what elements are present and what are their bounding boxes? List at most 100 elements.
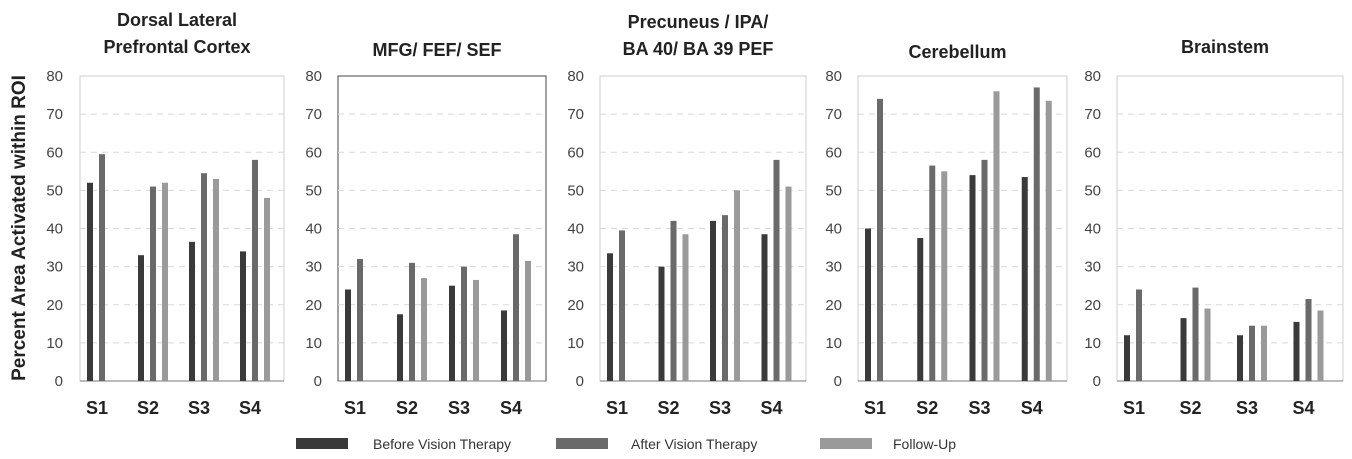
y-tick-label: 70 bbox=[46, 106, 63, 123]
bar-followup bbox=[1261, 325, 1267, 381]
y-tick-label: 20 bbox=[567, 297, 584, 314]
y-tick-label: 20 bbox=[46, 297, 63, 314]
x-category-label: S4 bbox=[760, 398, 782, 418]
y-tick-label: 60 bbox=[825, 144, 842, 161]
bar-followup bbox=[473, 279, 479, 381]
y-tick-label: 50 bbox=[305, 182, 322, 199]
y-tick-label: 10 bbox=[825, 335, 842, 352]
legend-swatch bbox=[820, 438, 872, 449]
y-tick-label: 10 bbox=[1084, 335, 1101, 352]
bar-followup bbox=[941, 171, 948, 381]
bar-followup bbox=[1204, 308, 1211, 381]
bar-after bbox=[357, 259, 363, 381]
bar-after bbox=[773, 159, 780, 381]
y-tick-label: 70 bbox=[1084, 106, 1101, 123]
bar-followup bbox=[1045, 100, 1052, 381]
y-tick-label: 0 bbox=[576, 373, 584, 390]
bar-followup bbox=[525, 260, 531, 381]
x-category-label: S1 bbox=[1123, 398, 1145, 418]
y-tick-label: 20 bbox=[305, 297, 322, 314]
bar-before bbox=[658, 266, 665, 381]
chart-panel: 0 10 20 30 40 50 60 70 80 MFG/ FEF/ SEF S1 S2 S3 S4 bbox=[305, 40, 547, 418]
y-tick-label: 60 bbox=[305, 144, 322, 161]
y-tick-label: 10 bbox=[567, 335, 584, 352]
bar-followup bbox=[264, 198, 270, 381]
bar-before bbox=[138, 255, 144, 381]
y-tick-label: 40 bbox=[1084, 221, 1101, 238]
bar-followup bbox=[682, 234, 689, 381]
y-tick-label: 40 bbox=[825, 221, 842, 238]
legend-swatch bbox=[296, 438, 348, 449]
bar-after bbox=[461, 266, 467, 381]
bar-after bbox=[619, 230, 625, 381]
bar-followup bbox=[734, 190, 740, 381]
y-tick-label: 50 bbox=[46, 182, 63, 199]
bar-followup bbox=[162, 182, 168, 381]
y-tick-label: 30 bbox=[567, 259, 584, 276]
bar-before bbox=[917, 238, 924, 381]
bar-before bbox=[449, 285, 455, 381]
chart-panels: 0 10 20 30 40 50 60 70 80 Dorsal Lateral Prefronta… bbox=[46, 10, 1344, 418]
y-tick-label: 80 bbox=[305, 68, 322, 85]
panel-title: Precuneus / IPA/ bbox=[628, 12, 769, 32]
bar-after bbox=[1249, 325, 1255, 381]
x-category-label: S3 bbox=[709, 398, 731, 418]
y-tick-label: 60 bbox=[1084, 144, 1101, 161]
x-category-label: S1 bbox=[344, 398, 366, 418]
bar-after bbox=[252, 159, 258, 381]
y-tick-label: 0 bbox=[834, 373, 842, 390]
y-axis-label: Percent Area Activated within ROI bbox=[9, 75, 30, 381]
bar-followup bbox=[421, 278, 427, 381]
bar-before bbox=[1180, 318, 1187, 381]
bar-before bbox=[1237, 335, 1243, 381]
y-tick-label: 80 bbox=[567, 68, 584, 85]
panel-title: Dorsal Lateral bbox=[117, 10, 237, 30]
x-category-label: S2 bbox=[657, 398, 679, 418]
x-category-label: S1 bbox=[606, 398, 628, 418]
bar-followup bbox=[785, 186, 792, 381]
bar-after bbox=[877, 98, 883, 381]
y-tick-label: 40 bbox=[567, 221, 584, 238]
x-category-label: S3 bbox=[448, 398, 470, 418]
y-tick-label: 30 bbox=[1084, 259, 1101, 276]
y-tick-label: 30 bbox=[305, 259, 322, 276]
bar-after bbox=[1192, 287, 1199, 381]
x-category-label: S2 bbox=[1179, 398, 1201, 418]
bar-after bbox=[670, 220, 677, 381]
x-category-label: S3 bbox=[968, 398, 990, 418]
bar-before bbox=[1124, 335, 1130, 381]
x-category-label: S2 bbox=[916, 398, 938, 418]
bar-before bbox=[969, 175, 976, 381]
panel-title: Cerebellum bbox=[908, 42, 1006, 62]
chart-panel: 0 10 20 30 40 50 60 70 80 Brainstem S1 S2 S3 S4 bbox=[1084, 37, 1344, 418]
bar-followup bbox=[1317, 310, 1324, 381]
y-tick-label: 80 bbox=[825, 68, 842, 85]
bar-before bbox=[1021, 177, 1028, 381]
chart-panel: 0 10 20 30 40 50 60 70 80 Dorsal Lateral Prefronta… bbox=[46, 10, 285, 418]
panel-title: BA 40/ BA 39 PEF bbox=[623, 39, 774, 59]
x-category-label: S4 bbox=[500, 398, 522, 418]
y-tick-label: 10 bbox=[305, 335, 322, 352]
bar-after bbox=[1305, 299, 1312, 381]
legend: Before Vision Therapy After Vision Therap… bbox=[296, 436, 956, 452]
y-tick-label: 60 bbox=[46, 144, 63, 161]
chart-panel: 0 10 20 30 40 50 60 70 80 Cerebellum S1 S2 S3 S4 bbox=[825, 42, 1068, 418]
y-tick-label: 10 bbox=[46, 335, 63, 352]
bar-after bbox=[99, 154, 105, 381]
panel-title: MFG/ FEF/ SEF bbox=[373, 40, 502, 60]
bar-before bbox=[189, 241, 195, 381]
y-tick-label: 30 bbox=[46, 259, 63, 276]
y-tick-label: 80 bbox=[1084, 68, 1101, 85]
bar-after bbox=[1033, 87, 1040, 381]
y-tick-label: 20 bbox=[825, 297, 842, 314]
legend-item: After Vision Therapy bbox=[556, 436, 757, 452]
x-category-label: S4 bbox=[1021, 398, 1043, 418]
bar-before bbox=[345, 289, 351, 381]
chart-panel: 0 10 20 30 40 50 60 70 80 Precuneus / IPA/BA 40/ … bbox=[567, 12, 807, 418]
y-tick-label: 80 bbox=[46, 68, 63, 85]
y-tick-label: 70 bbox=[825, 106, 842, 123]
y-tick-label: 60 bbox=[567, 144, 584, 161]
x-category-label: S3 bbox=[188, 398, 210, 418]
x-category-label: S3 bbox=[1236, 398, 1258, 418]
